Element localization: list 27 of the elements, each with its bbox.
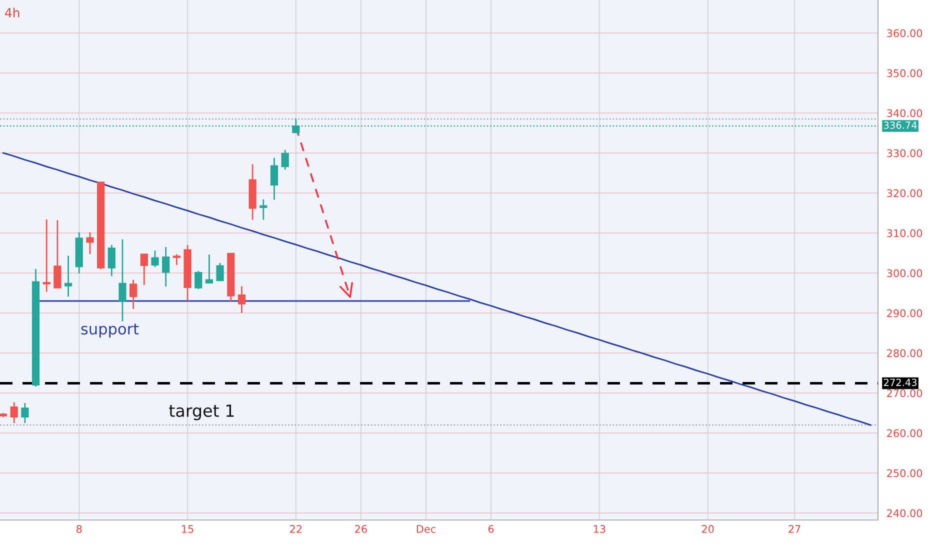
- y-tick-label: 310.00: [887, 229, 922, 238]
- y-tick-label: 260.00: [887, 429, 922, 438]
- y-tick-label: 340.00: [887, 109, 922, 118]
- y-tick-label: 330.00: [887, 149, 922, 158]
- x-tick-label: 26: [355, 525, 367, 533]
- x-tick-label: 20: [702, 525, 714, 533]
- annotation: support: [81, 324, 139, 338]
- y-tick-label: 270.00: [887, 389, 922, 398]
- y-tick-label: 360.00: [887, 29, 922, 38]
- y-tick-label: 350.00: [887, 69, 922, 78]
- x-tick-label: 22: [290, 525, 302, 533]
- ref-line-label: 272.43: [884, 378, 917, 386]
- y-tick-label: 300.00: [887, 269, 922, 278]
- y-tick-label: 250.00: [887, 469, 922, 478]
- ref-line-label: target 1: [169, 404, 234, 420]
- x-tick-label: 27: [788, 525, 800, 533]
- x-tick-label: 15: [182, 525, 194, 533]
- x-tick-label: 6: [488, 525, 494, 533]
- y-tick-label: 240.00: [887, 509, 922, 518]
- text: 4h: [5, 8, 20, 18]
- y-tick-label: 290.00: [887, 309, 922, 318]
- y-tick-label: 280.00: [887, 349, 922, 358]
- x-tick-label: 8: [76, 525, 82, 533]
- x-tick-label: Dec: [416, 525, 436, 533]
- x-tick-label: 13: [594, 525, 606, 533]
- y-tick-label: 320.00: [887, 189, 922, 198]
- ref-line-label: 336.74: [884, 122, 917, 129]
